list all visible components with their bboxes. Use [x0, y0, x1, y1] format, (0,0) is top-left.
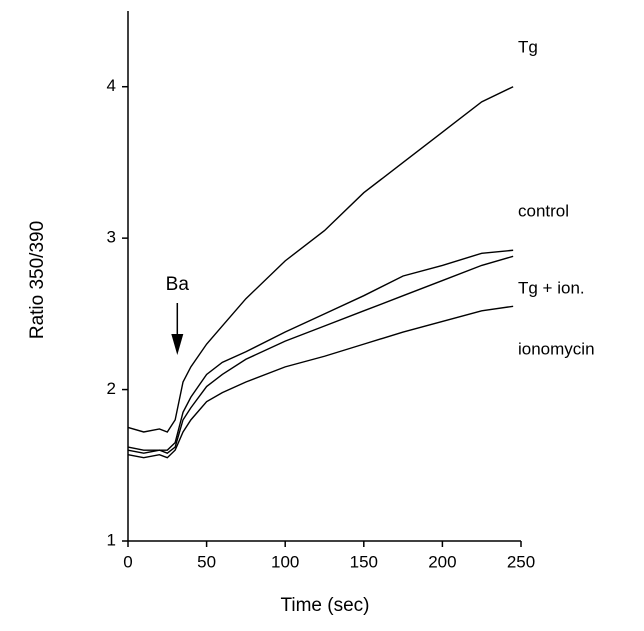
x-tick-label: 150 [350, 552, 378, 571]
data-line [127, 255, 514, 454]
x-tick-label: 200 [428, 552, 456, 571]
series-label: control [518, 201, 569, 220]
annotation: Ba [166, 274, 190, 295]
x-tick-label: 50 [197, 552, 216, 571]
series-label: Tg [518, 37, 538, 56]
y-tick-label: 2 [107, 379, 116, 398]
series-label: ionomycin [518, 339, 595, 358]
x-tick-label: 0 [123, 552, 132, 571]
y-tick-label: 1 [107, 530, 116, 549]
x-tick-label: 250 [507, 552, 535, 571]
series-label: Tg + ion. [518, 278, 585, 297]
data-line [127, 249, 514, 451]
x-axis-label: Time (sec) [280, 595, 369, 616]
arrow-head [171, 334, 184, 355]
y-axis-label: Ratio 350/390 [27, 221, 48, 339]
data-line [127, 305, 514, 459]
y-tick-label: 3 [107, 228, 116, 247]
x-tick-label: 100 [271, 552, 299, 571]
data-line [127, 86, 514, 433]
y-tick-label: 4 [107, 76, 116, 95]
